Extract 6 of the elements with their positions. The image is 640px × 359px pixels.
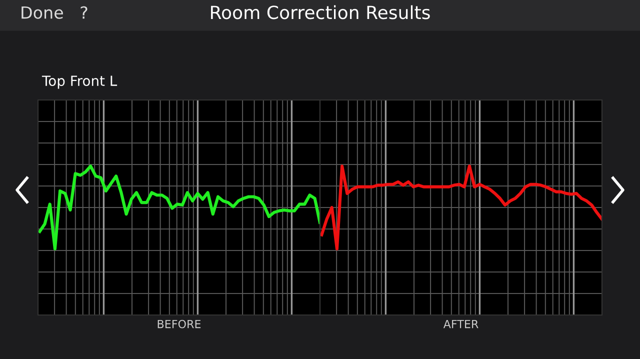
x-axis-title: AFTER <box>443 320 478 328</box>
chart-title: Top Front L <box>42 76 118 89</box>
text: ? <box>80 6 88 19</box>
text: Room Correction Results <box>211 5 430 20</box>
text: Done <box>22 6 63 19</box>
x-axis-title: BEFORE <box>158 320 201 328</box>
